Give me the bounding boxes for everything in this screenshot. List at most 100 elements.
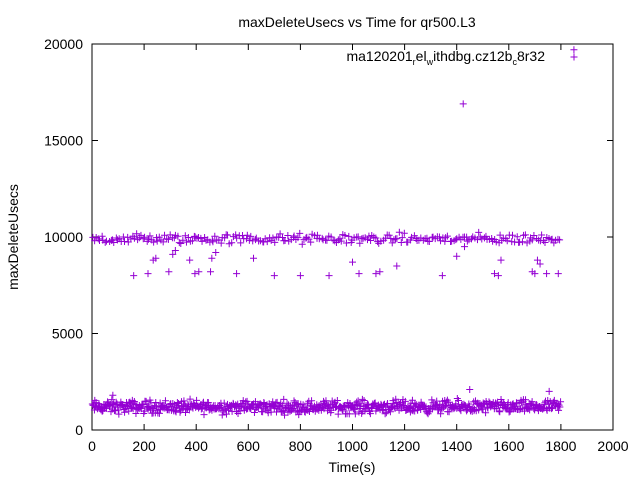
data-point: [408, 233, 416, 241]
data-point: [404, 404, 412, 412]
data-point: [141, 233, 149, 241]
data-point: [171, 407, 179, 415]
data-point: [182, 238, 190, 246]
data-point: [164, 235, 172, 243]
data-point: [198, 237, 206, 245]
data-point: [247, 232, 255, 240]
data-point: [503, 237, 511, 245]
data-point: [155, 233, 163, 241]
y-tick-label: 20000: [44, 36, 83, 52]
data-point: [352, 402, 360, 410]
data-point: [269, 234, 277, 242]
data-point: [393, 262, 401, 270]
data-point: [323, 236, 331, 244]
x-tick-label: 1000: [337, 438, 368, 454]
data-point: [188, 237, 196, 245]
data-point: [437, 410, 445, 418]
data-point: [496, 231, 504, 239]
data-point: [252, 236, 260, 244]
data-point: [388, 239, 396, 247]
data-point: [399, 402, 407, 410]
data-point: [197, 405, 205, 413]
data-point: [308, 397, 316, 405]
data-point: [325, 272, 333, 280]
data-point: [144, 403, 152, 411]
data-point: [157, 402, 165, 410]
data-point: [155, 409, 163, 417]
data-point: [521, 231, 529, 239]
x-tick-label: 1800: [545, 438, 576, 454]
data-point: [146, 232, 154, 240]
data-point: [171, 247, 179, 255]
data-point: [531, 270, 539, 278]
data-point: [363, 236, 371, 244]
data-point: [161, 397, 169, 405]
y-tick-label: 5000: [52, 326, 83, 342]
data-point: [296, 272, 304, 280]
data-point: [195, 268, 203, 276]
data-point: [440, 402, 448, 410]
data-point: [546, 398, 554, 406]
data-point: [276, 230, 284, 238]
data-point: [358, 395, 366, 403]
data-point: [354, 233, 362, 241]
data-point: [538, 231, 546, 239]
data-point: [438, 272, 446, 280]
data-point: [322, 397, 330, 405]
data-point: [259, 408, 267, 416]
data-point: [555, 406, 563, 414]
data-point: [228, 239, 236, 247]
data-point: [94, 235, 102, 243]
data-point: [354, 397, 362, 405]
data-point: [179, 236, 187, 244]
data-point: [284, 232, 292, 240]
data-point: [341, 231, 349, 239]
data-point: [386, 408, 394, 416]
data-point: [541, 238, 549, 246]
data-point: [494, 272, 502, 280]
legend-label-part-5: ithdbg.cz12b: [433, 48, 513, 64]
data-point: [225, 406, 233, 414]
data-point: [304, 406, 312, 414]
data-point: [305, 235, 313, 243]
data-point: [150, 238, 158, 246]
data-point: [482, 409, 490, 417]
data-point: [172, 403, 180, 411]
data-point: [513, 233, 521, 241]
data-point: [533, 256, 541, 264]
data-point: [186, 256, 194, 264]
data-point: [152, 254, 160, 262]
data-point: [383, 401, 391, 409]
data-point: [209, 238, 217, 246]
data-point: [492, 238, 500, 246]
data-point: [101, 238, 109, 246]
data-point: [482, 232, 490, 240]
data-point: [463, 237, 471, 245]
x-axis: 0 200 400 600 800 1000 1200 1400 1600 1800 2000: [88, 44, 629, 454]
legend-label: ma120201relwithdbg.cz12bc8r32: [346, 48, 545, 67]
data-point: [428, 396, 436, 404]
x-tick-label: 1200: [389, 438, 420, 454]
data-point: [204, 399, 212, 407]
data-point: [419, 236, 427, 244]
data-point: [479, 405, 487, 413]
data-point: [454, 397, 462, 405]
data-point: [508, 231, 516, 239]
data-point: [466, 385, 474, 393]
data-point: [466, 402, 474, 410]
legend-label-part-4: w: [426, 57, 434, 67]
data-point: [212, 248, 220, 256]
data-point: [390, 236, 398, 244]
data-point: [200, 411, 208, 419]
data-point: [372, 234, 380, 242]
data-point: [528, 236, 536, 244]
data-point: [250, 254, 258, 262]
legend-label-part-2: r: [413, 57, 416, 67]
data-point: [144, 270, 152, 278]
data-point: [349, 258, 356, 266]
data-point: [496, 408, 504, 416]
y-axis-label: maxDeleteUsecs: [5, 184, 21, 290]
data-point: [243, 231, 251, 239]
data-point: [299, 401, 307, 409]
data-point: [180, 397, 188, 405]
